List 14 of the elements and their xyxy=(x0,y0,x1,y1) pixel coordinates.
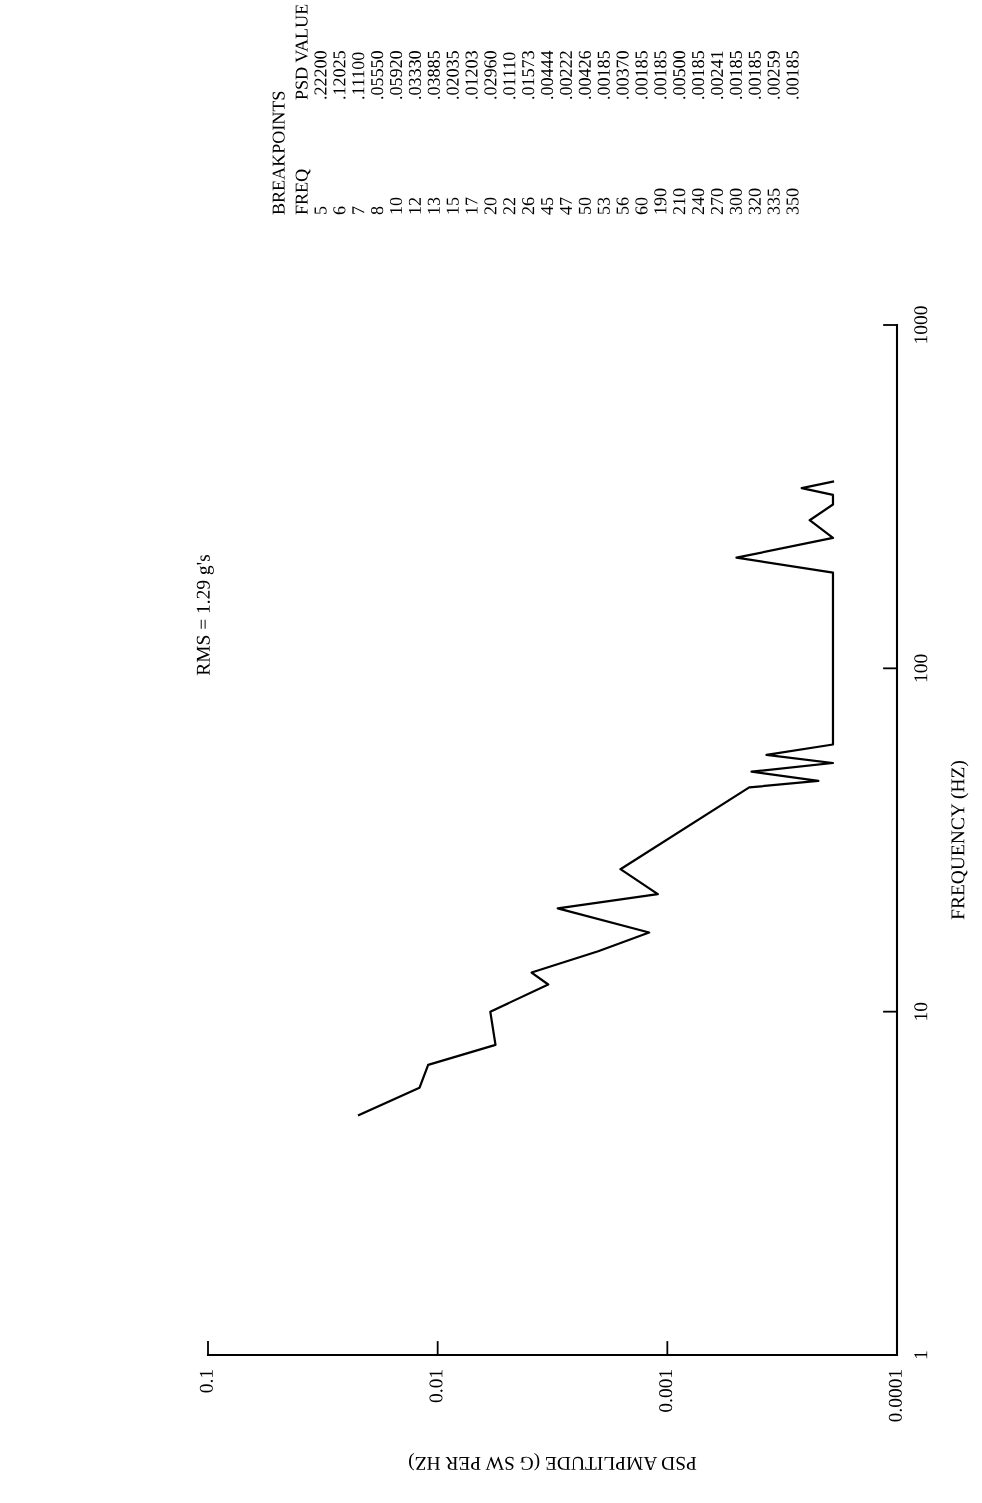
text: BREAKPOINTS xyxy=(272,91,285,215)
y-tick-label: 100 xyxy=(914,654,928,682)
y-tick-label: 1 xyxy=(914,1351,928,1359)
x-tick-label: 0.1 xyxy=(199,1370,213,1393)
text: FREQ 5 6 7 8 10 12 13 15 17 20 22 26 45 47 50 53 56 60 190 210 240 270 300 320 335 350 xyxy=(295,169,799,215)
annotation: RMS = 1.29 g's xyxy=(196,554,214,676)
y-tick-label: 1000 xyxy=(914,306,928,343)
x-tick-label: 0.0001 xyxy=(888,1370,902,1422)
y-tick-label: 10 xyxy=(914,1002,928,1020)
text: PSD VALUE .22200 .12025 .11100 .05550 .05920 .03330 .03885 .02035 .01203 .02960 .01110 .01573 .00444 .00222 .00426 .00185 .00370 .00185 .00185 .00500 .00185 .00241 .00185 .00185 .00259 .00185 xyxy=(295,4,799,100)
y-axis-title: FREQUENCY (HZ) xyxy=(950,761,969,920)
x-tick-label: 0.001 xyxy=(659,1370,673,1412)
x-axis-title: PSD AMPLITUDE (G SW PER HZ) xyxy=(409,1452,697,1471)
x-tick-label: 0.01 xyxy=(429,1370,443,1403)
